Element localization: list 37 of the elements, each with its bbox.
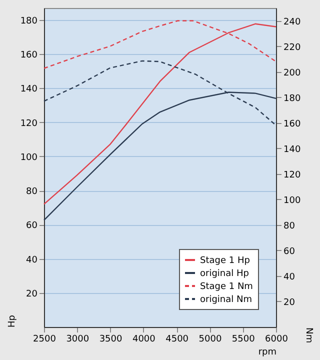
legend-label: original Nm bbox=[200, 295, 252, 305]
y-axis-title: Hp bbox=[7, 314, 18, 328]
y-tick-label: 40 bbox=[26, 255, 38, 266]
y2-tick-label: 80 bbox=[284, 221, 296, 232]
x-tick-label: 6000 bbox=[265, 334, 288, 344]
y-tick-label: 100 bbox=[20, 152, 38, 163]
y2-tick-label: 160 bbox=[284, 119, 301, 130]
y2-tick-label: 120 bbox=[284, 170, 301, 180]
y-tick-label: 60 bbox=[26, 221, 38, 232]
line-series bbox=[43, 23, 277, 205]
y2-tick-label: 20 bbox=[284, 298, 296, 308]
y2-tick-label: 220 bbox=[284, 42, 301, 53]
y-tick-label: 20 bbox=[26, 289, 38, 300]
y2-tick-label: 40 bbox=[284, 272, 296, 282]
x-tick-label: 2500 bbox=[33, 334, 56, 344]
x-tick-label: 4000 bbox=[132, 334, 156, 344]
y-tick-label: 160 bbox=[20, 50, 38, 61]
legend-label: original Hp bbox=[200, 269, 250, 279]
x-tick-label: 5000 bbox=[198, 334, 222, 344]
x-tick-label: 3000 bbox=[66, 334, 90, 344]
y2-tick-label: 200 bbox=[284, 68, 301, 78]
y-tick-label: 120 bbox=[20, 118, 38, 129]
legend-label: Stage 1 Nm bbox=[200, 282, 253, 292]
y-tick-label: 80 bbox=[26, 187, 38, 198]
y2-tick-label: 60 bbox=[284, 246, 296, 257]
x-tick-label: 4500 bbox=[166, 334, 189, 344]
legend-label: Stage 1 Hp bbox=[200, 256, 250, 266]
y2-tick-label: 180 bbox=[284, 94, 301, 104]
y2-axis-title: Nm bbox=[304, 328, 314, 343]
x-axis-title: rpm bbox=[258, 348, 276, 358]
y2-tick-label: 100 bbox=[284, 196, 301, 206]
y2-tick-label: 140 bbox=[284, 144, 301, 155]
x-tick-label: 3500 bbox=[99, 334, 123, 344]
x-tick-label: 5500 bbox=[232, 334, 256, 344]
y2-tick-label: 240 bbox=[284, 17, 301, 28]
y-tick-label: 180 bbox=[20, 16, 38, 26]
y-tick-label: 140 bbox=[20, 84, 38, 95]
